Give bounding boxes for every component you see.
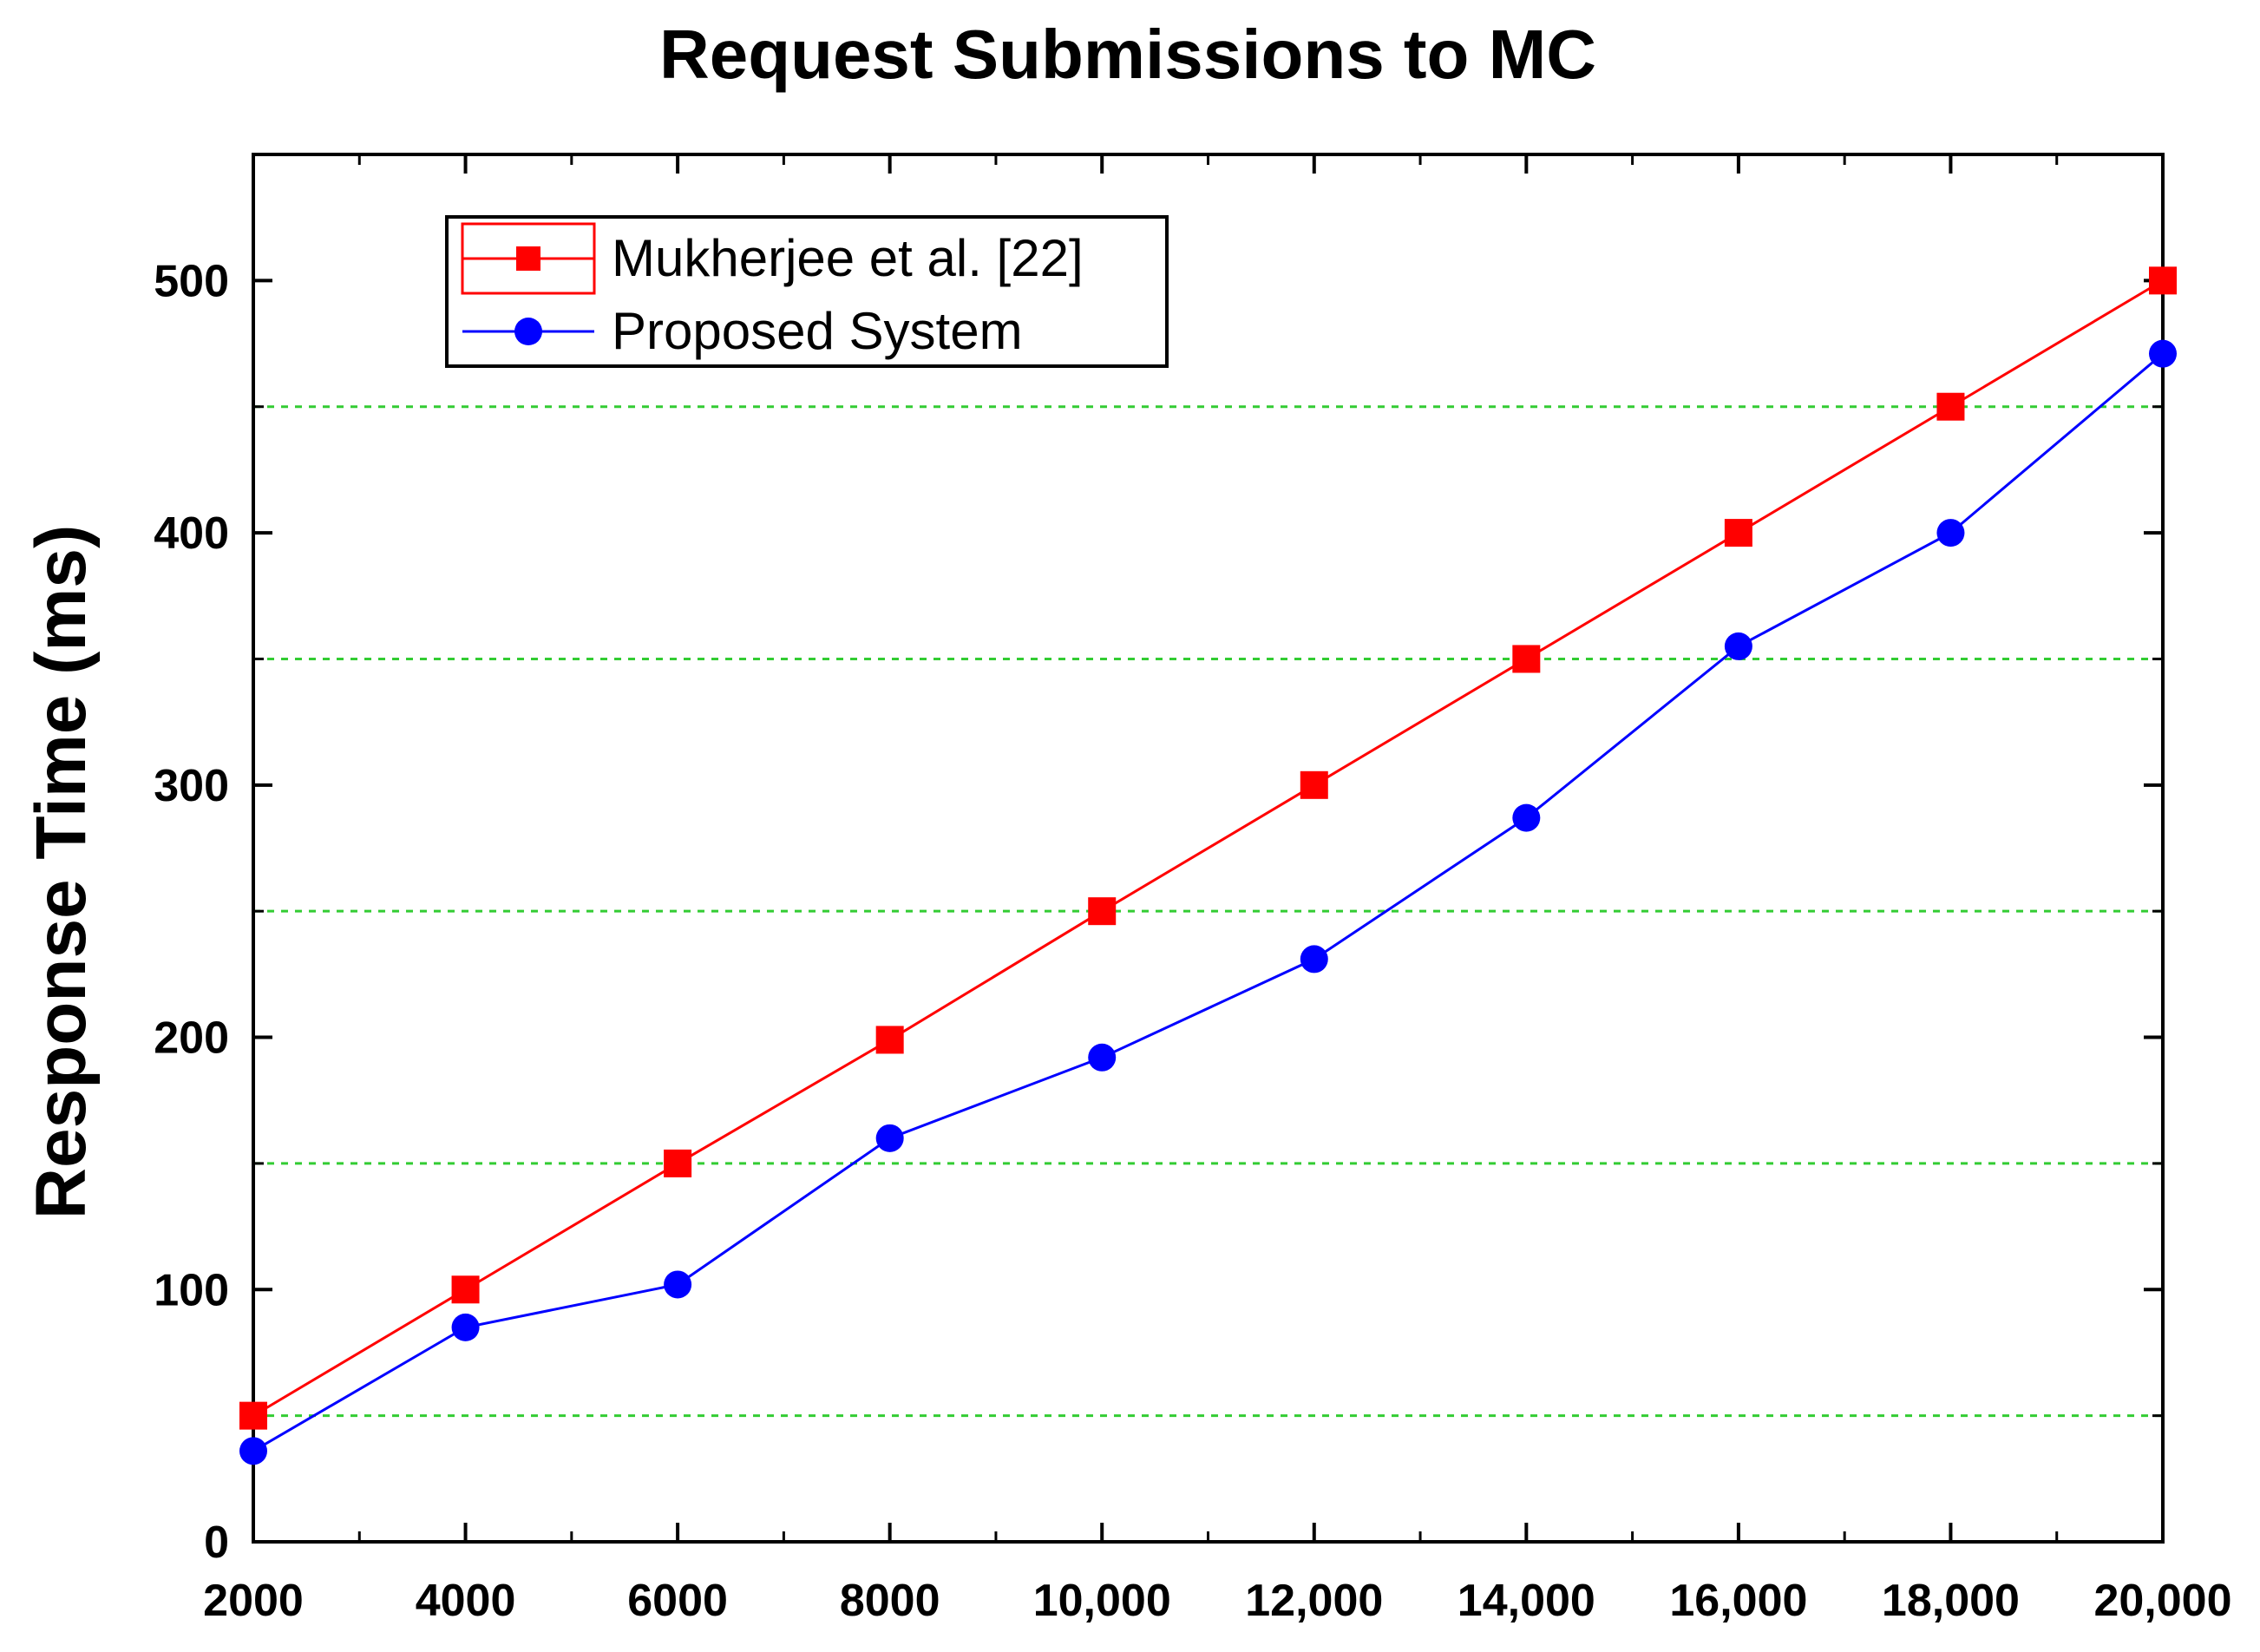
x-tick-label: 20,000 [2093,1576,2231,1626]
data-point-circle [2149,339,2177,368]
data-point-square [1512,645,1541,673]
data-point-square [664,1149,692,1177]
legend-entry-proposed: Proposed System [462,302,1023,360]
y-tick-label: 400 [154,508,229,559]
legend-marker-circle [514,318,542,345]
y-tick-label: 300 [154,761,229,811]
chart-title: Request Submissions to MC [659,16,1596,93]
legend-box [445,215,1169,368]
x-tick-label: 2000 [203,1576,304,1626]
legend-entry-mukherjee: Mukherjee et al. [22] [461,222,1084,295]
x-tick-label: 4000 [416,1576,516,1626]
y-tick-label: 500 [154,256,229,306]
data-point-circle [1088,1043,1117,1072]
data-point-square [875,1026,904,1054]
data-point-square [1724,519,1752,547]
data-point-square [1088,897,1117,926]
series-layer [239,266,2177,1465]
legend-label-mukherjee: Mukherjee et al. [22] [612,229,1084,287]
data-point-square [1300,770,1328,799]
series-line-mukherjee [252,279,2164,1417]
data-point-circle [1724,632,1752,660]
legend-label-proposed: Proposed System [612,302,1023,360]
data-point-square [451,1275,480,1304]
data-point-circle [1512,803,1541,832]
data-point-circle [1300,945,1328,974]
x-tick-label: 8000 [840,1576,940,1626]
axis-ticks: 0 100 200 300 400 500 2000 4000 6000 8000 10,000 12… [154,154,2232,1626]
x-tick-label: 16,000 [1669,1576,1807,1626]
legend-marker-square [516,246,540,271]
x-tick-label: 6000 [627,1576,728,1626]
data-point-square [2149,266,2177,295]
x-tick-label: 12,000 [1245,1576,1383,1626]
data-point-circle [664,1270,692,1299]
y-axis-label: Response Time (ms) [22,525,101,1220]
data-point-circle [239,1437,267,1465]
x-tick-label: 10,000 [1033,1576,1171,1626]
y-tick-label: 200 [154,1013,229,1064]
data-point-circle [451,1313,480,1341]
x-tick-label: 18,000 [1882,1576,2020,1626]
legend: Mukherjee et al. [22] Proposed System [445,215,1169,368]
series-line-proposed [252,352,2164,1452]
data-point-square [239,1401,267,1430]
grid-lines [253,405,2163,1418]
data-point-circle [875,1124,904,1152]
y-tick-label: 0 [204,1518,229,1568]
y-tick-label: 100 [154,1265,229,1315]
data-point-square [1936,392,1965,421]
data-point-circle [1936,519,1965,547]
x-tick-label: 14,000 [1458,1576,1595,1626]
